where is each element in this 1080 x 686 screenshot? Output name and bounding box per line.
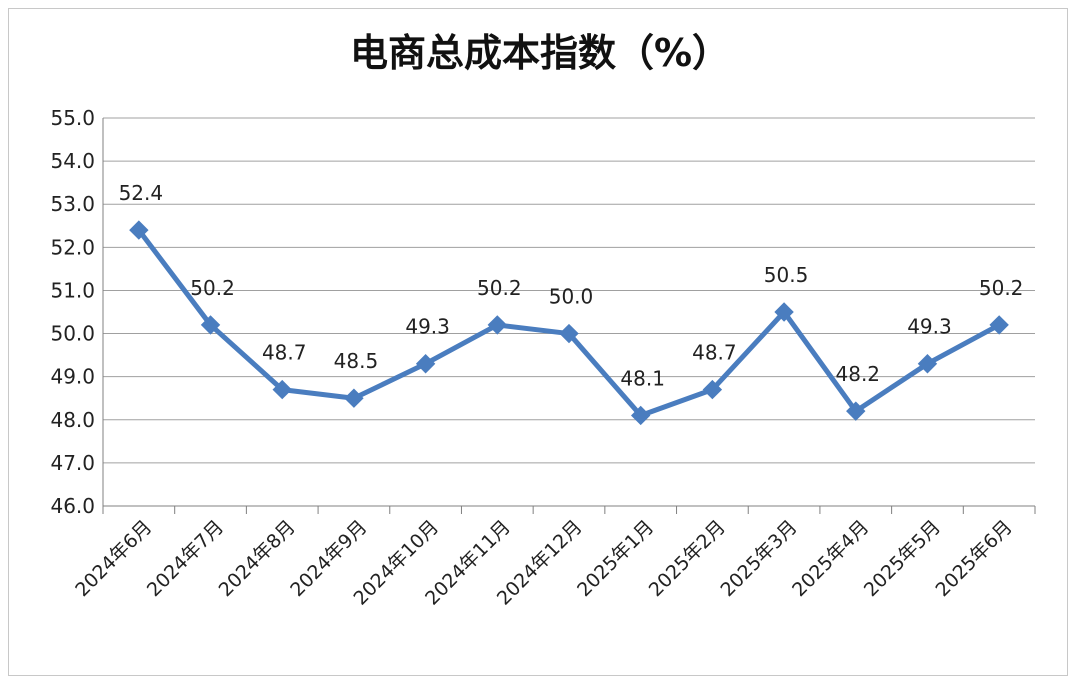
data-point-marker bbox=[129, 220, 149, 240]
series-line bbox=[136, 228, 1001, 418]
x-tick-label: 2024年6月 bbox=[71, 516, 156, 601]
series-layer bbox=[129, 220, 1009, 426]
data-label: 48.5 bbox=[334, 349, 379, 373]
data-point-marker bbox=[846, 401, 866, 421]
data-label: 48.2 bbox=[836, 362, 881, 386]
x-tick-label: 2024年7月 bbox=[143, 516, 228, 601]
y-tick-label: 53.0 bbox=[50, 192, 95, 216]
data-label: 48.1 bbox=[620, 366, 665, 390]
data-label: 49.3 bbox=[405, 315, 450, 339]
y-tick-label: 46.0 bbox=[50, 494, 95, 518]
data-point-marker bbox=[200, 315, 221, 335]
data-labels: 52.4 50.2 48.7 48.5 49.3 50.2 50.0 48.1 48.7 50.5… bbox=[119, 181, 1024, 390]
data-label: 50.2 bbox=[190, 276, 235, 300]
data-point-marker bbox=[917, 354, 938, 374]
data-point-marker bbox=[415, 354, 436, 374]
x-tick-label: 2025年1月 bbox=[573, 516, 658, 601]
y-tick-label: 51.0 bbox=[50, 278, 95, 302]
y-tick-label: 49.0 bbox=[50, 365, 95, 389]
y-tick-label: 52.0 bbox=[50, 235, 95, 259]
x-tick-label: 2025年5月 bbox=[860, 516, 945, 601]
data-point-marker bbox=[559, 323, 579, 344]
x-tick-label: 2024年8月 bbox=[215, 516, 300, 601]
data-label: 52.4 bbox=[119, 181, 164, 205]
data-point-marker bbox=[630, 405, 651, 426]
data-point-marker bbox=[774, 302, 794, 322]
data-label: 50.0 bbox=[549, 285, 594, 309]
gridlines bbox=[103, 117, 1035, 507]
data-label: 50.2 bbox=[979, 276, 1024, 300]
data-label: 48.7 bbox=[692, 341, 737, 365]
y-tick-label: 50.0 bbox=[50, 322, 95, 346]
data-point-marker bbox=[487, 315, 508, 335]
data-point-marker bbox=[344, 388, 364, 408]
x-tick-label: 2025年2月 bbox=[645, 516, 730, 601]
x-tick-label: 2025年6月 bbox=[932, 516, 1017, 601]
data-point-marker bbox=[272, 379, 292, 400]
data-label: 49.3 bbox=[907, 315, 952, 339]
data-point-marker bbox=[702, 379, 723, 400]
x-tick-label: 2025年3月 bbox=[716, 516, 801, 601]
data-label: 48.7 bbox=[262, 341, 307, 365]
data-point-marker bbox=[989, 315, 1009, 335]
data-label: 50.5 bbox=[764, 263, 809, 287]
y-tick-label: 55.0 bbox=[50, 106, 95, 130]
x-tick-label: 2025年4月 bbox=[788, 516, 873, 601]
chart-frame bbox=[8, 8, 1068, 676]
y-tick-label: 47.0 bbox=[50, 451, 95, 475]
y-tick-label: 54.0 bbox=[50, 149, 95, 173]
chart-title: 电商总成本指数（%） bbox=[349, 31, 731, 75]
axes: 46.0 47.0 48.0 49.0 50.0 51.0 52.0 53.0 54.0 55.0… bbox=[50, 106, 1036, 610]
y-tick-label: 48.0 bbox=[50, 408, 95, 432]
data-label: 50.2 bbox=[477, 276, 522, 300]
